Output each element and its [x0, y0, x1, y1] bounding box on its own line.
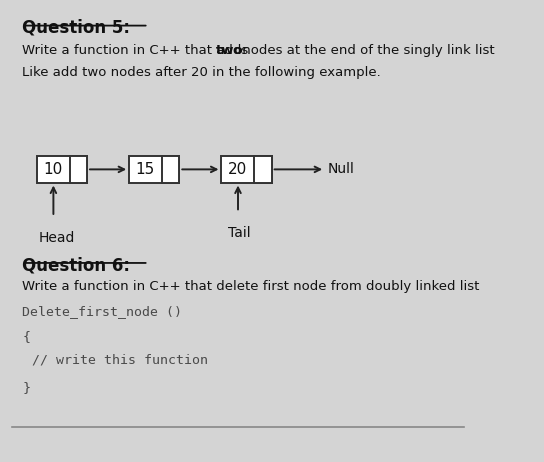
Text: Tail: Tail	[228, 226, 251, 240]
Text: 15: 15	[135, 162, 154, 177]
Bar	[162, 156, 180, 182]
Text: Question 5:: Question 5:	[22, 19, 130, 37]
Text: {: {	[22, 330, 30, 344]
Text: nodes at the end of the singly link list: nodes at the end of the singly link list	[238, 44, 494, 57]
Bar	[254, 156, 271, 182]
Text: 10: 10	[43, 162, 62, 177]
Text: }: }	[22, 381, 30, 394]
Bar	[70, 156, 87, 182]
Bar	[37, 156, 87, 182]
Text: // write this function: // write this function	[32, 353, 208, 366]
Text: Delete_first_node (): Delete_first_node ()	[22, 305, 182, 318]
Text: Write a function in C++ that delete first node from doubly linked list: Write a function in C++ that delete firs…	[22, 280, 480, 293]
Bar	[221, 156, 271, 182]
Text: 20: 20	[227, 162, 247, 177]
Text: Head: Head	[39, 231, 76, 244]
Text: Question 6:: Question 6:	[22, 256, 130, 274]
Text: Like add two nodes after 20 in the following example.: Like add two nodes after 20 in the follo…	[22, 66, 381, 79]
Bar	[129, 156, 180, 182]
Text: two: two	[215, 44, 243, 57]
Text: Null: Null	[327, 162, 354, 176]
Text: Write a function in C++ that adds: Write a function in C++ that adds	[22, 44, 253, 57]
